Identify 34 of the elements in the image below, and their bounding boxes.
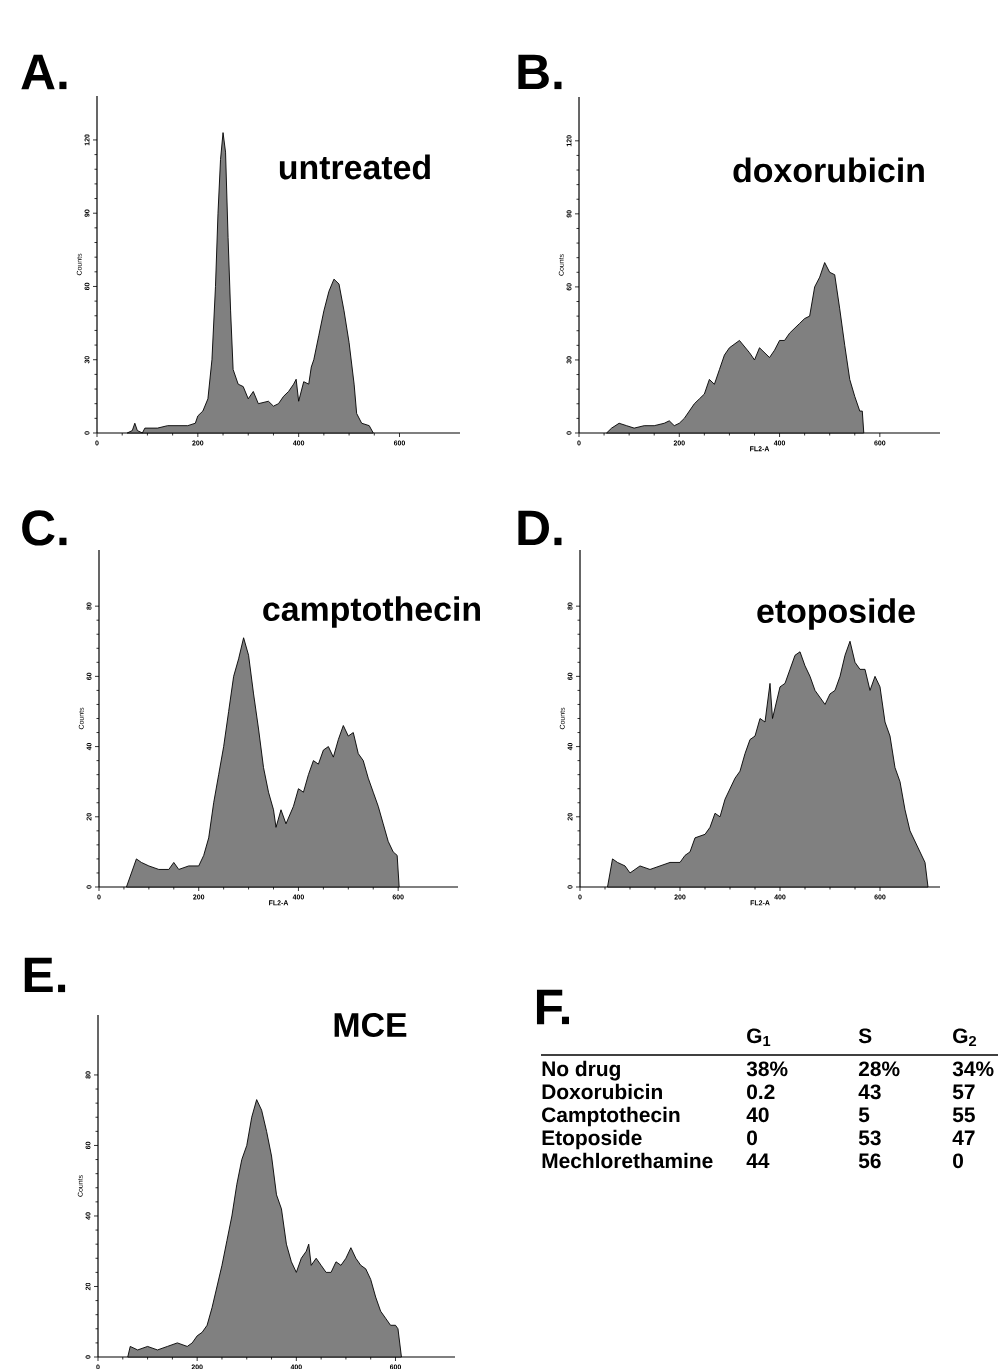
category-label: No drug bbox=[542, 1060, 620, 1081]
category-label: G$_{2}$ bbox=[953, 1028, 977, 1047]
category-label: Etoposide bbox=[542, 1129, 642, 1150]
text: 47 bbox=[952, 1130, 975, 1145]
annotation: doxorubicin bbox=[733, 157, 924, 183]
text: 55 bbox=[952, 1107, 975, 1123]
text: 5 bbox=[858, 1107, 870, 1123]
annotation: MCE bbox=[334, 1012, 407, 1037]
text: 53 bbox=[858, 1130, 881, 1146]
chart-title: E. bbox=[24, 957, 66, 993]
text: 40 bbox=[746, 1107, 769, 1123]
text: 28% bbox=[858, 1061, 900, 1077]
text: 0.2 bbox=[747, 1084, 775, 1100]
text: 38% bbox=[746, 1061, 788, 1077]
category-label: G$_{1}$ bbox=[747, 1028, 771, 1047]
annotation: camptothecin bbox=[263, 596, 480, 628]
annotation: untreated bbox=[279, 154, 430, 180]
annotation: etoposide bbox=[757, 598, 915, 630]
chart-title: D. bbox=[518, 510, 562, 546]
text: 0 bbox=[747, 1130, 757, 1146]
category-label: Camptothecin bbox=[542, 1106, 680, 1127]
text: 43 bbox=[858, 1084, 881, 1100]
text: 44 bbox=[746, 1153, 770, 1168]
text: 56 bbox=[858, 1153, 881, 1169]
chart-title: B. bbox=[518, 54, 562, 90]
text: F. bbox=[536, 989, 569, 1025]
chart-title: A. bbox=[21, 54, 67, 90]
category-label: Doxorubicin bbox=[542, 1083, 662, 1100]
text: 34% bbox=[952, 1061, 994, 1077]
text: 0 bbox=[953, 1153, 963, 1169]
category-label: Mechlorethamine bbox=[542, 1152, 713, 1169]
chart-title: C. bbox=[22, 510, 67, 546]
category-label: S bbox=[858, 1028, 872, 1044]
text: 57 bbox=[952, 1084, 975, 1100]
